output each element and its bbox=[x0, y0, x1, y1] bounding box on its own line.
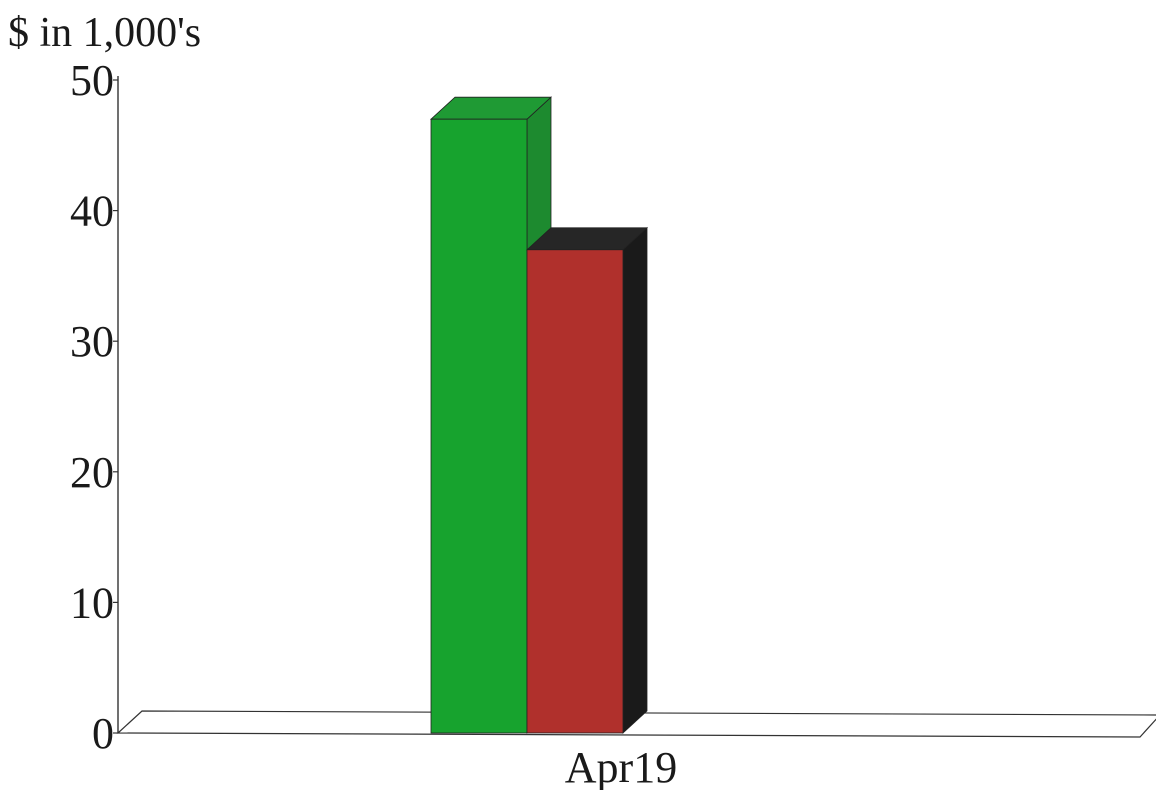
y-tick-label: 20 bbox=[70, 448, 114, 497]
bar-series-2 bbox=[526, 249, 624, 734]
y-tick-label: 30 bbox=[70, 317, 114, 366]
y-tick-label: 40 bbox=[70, 187, 114, 236]
bar-series-1 bbox=[430, 118, 528, 734]
x-category-label: Apr19 bbox=[565, 743, 677, 790]
bar-side-series-2 bbox=[622, 226, 648, 734]
y-tick-label: 10 bbox=[70, 578, 114, 627]
y-tick-label: 50 bbox=[70, 56, 114, 105]
y-tick-label: 0 bbox=[92, 709, 114, 758]
y-axis-unit-label: $ in 1,000's bbox=[8, 10, 201, 56]
chart-floor bbox=[116, 710, 1156, 738]
